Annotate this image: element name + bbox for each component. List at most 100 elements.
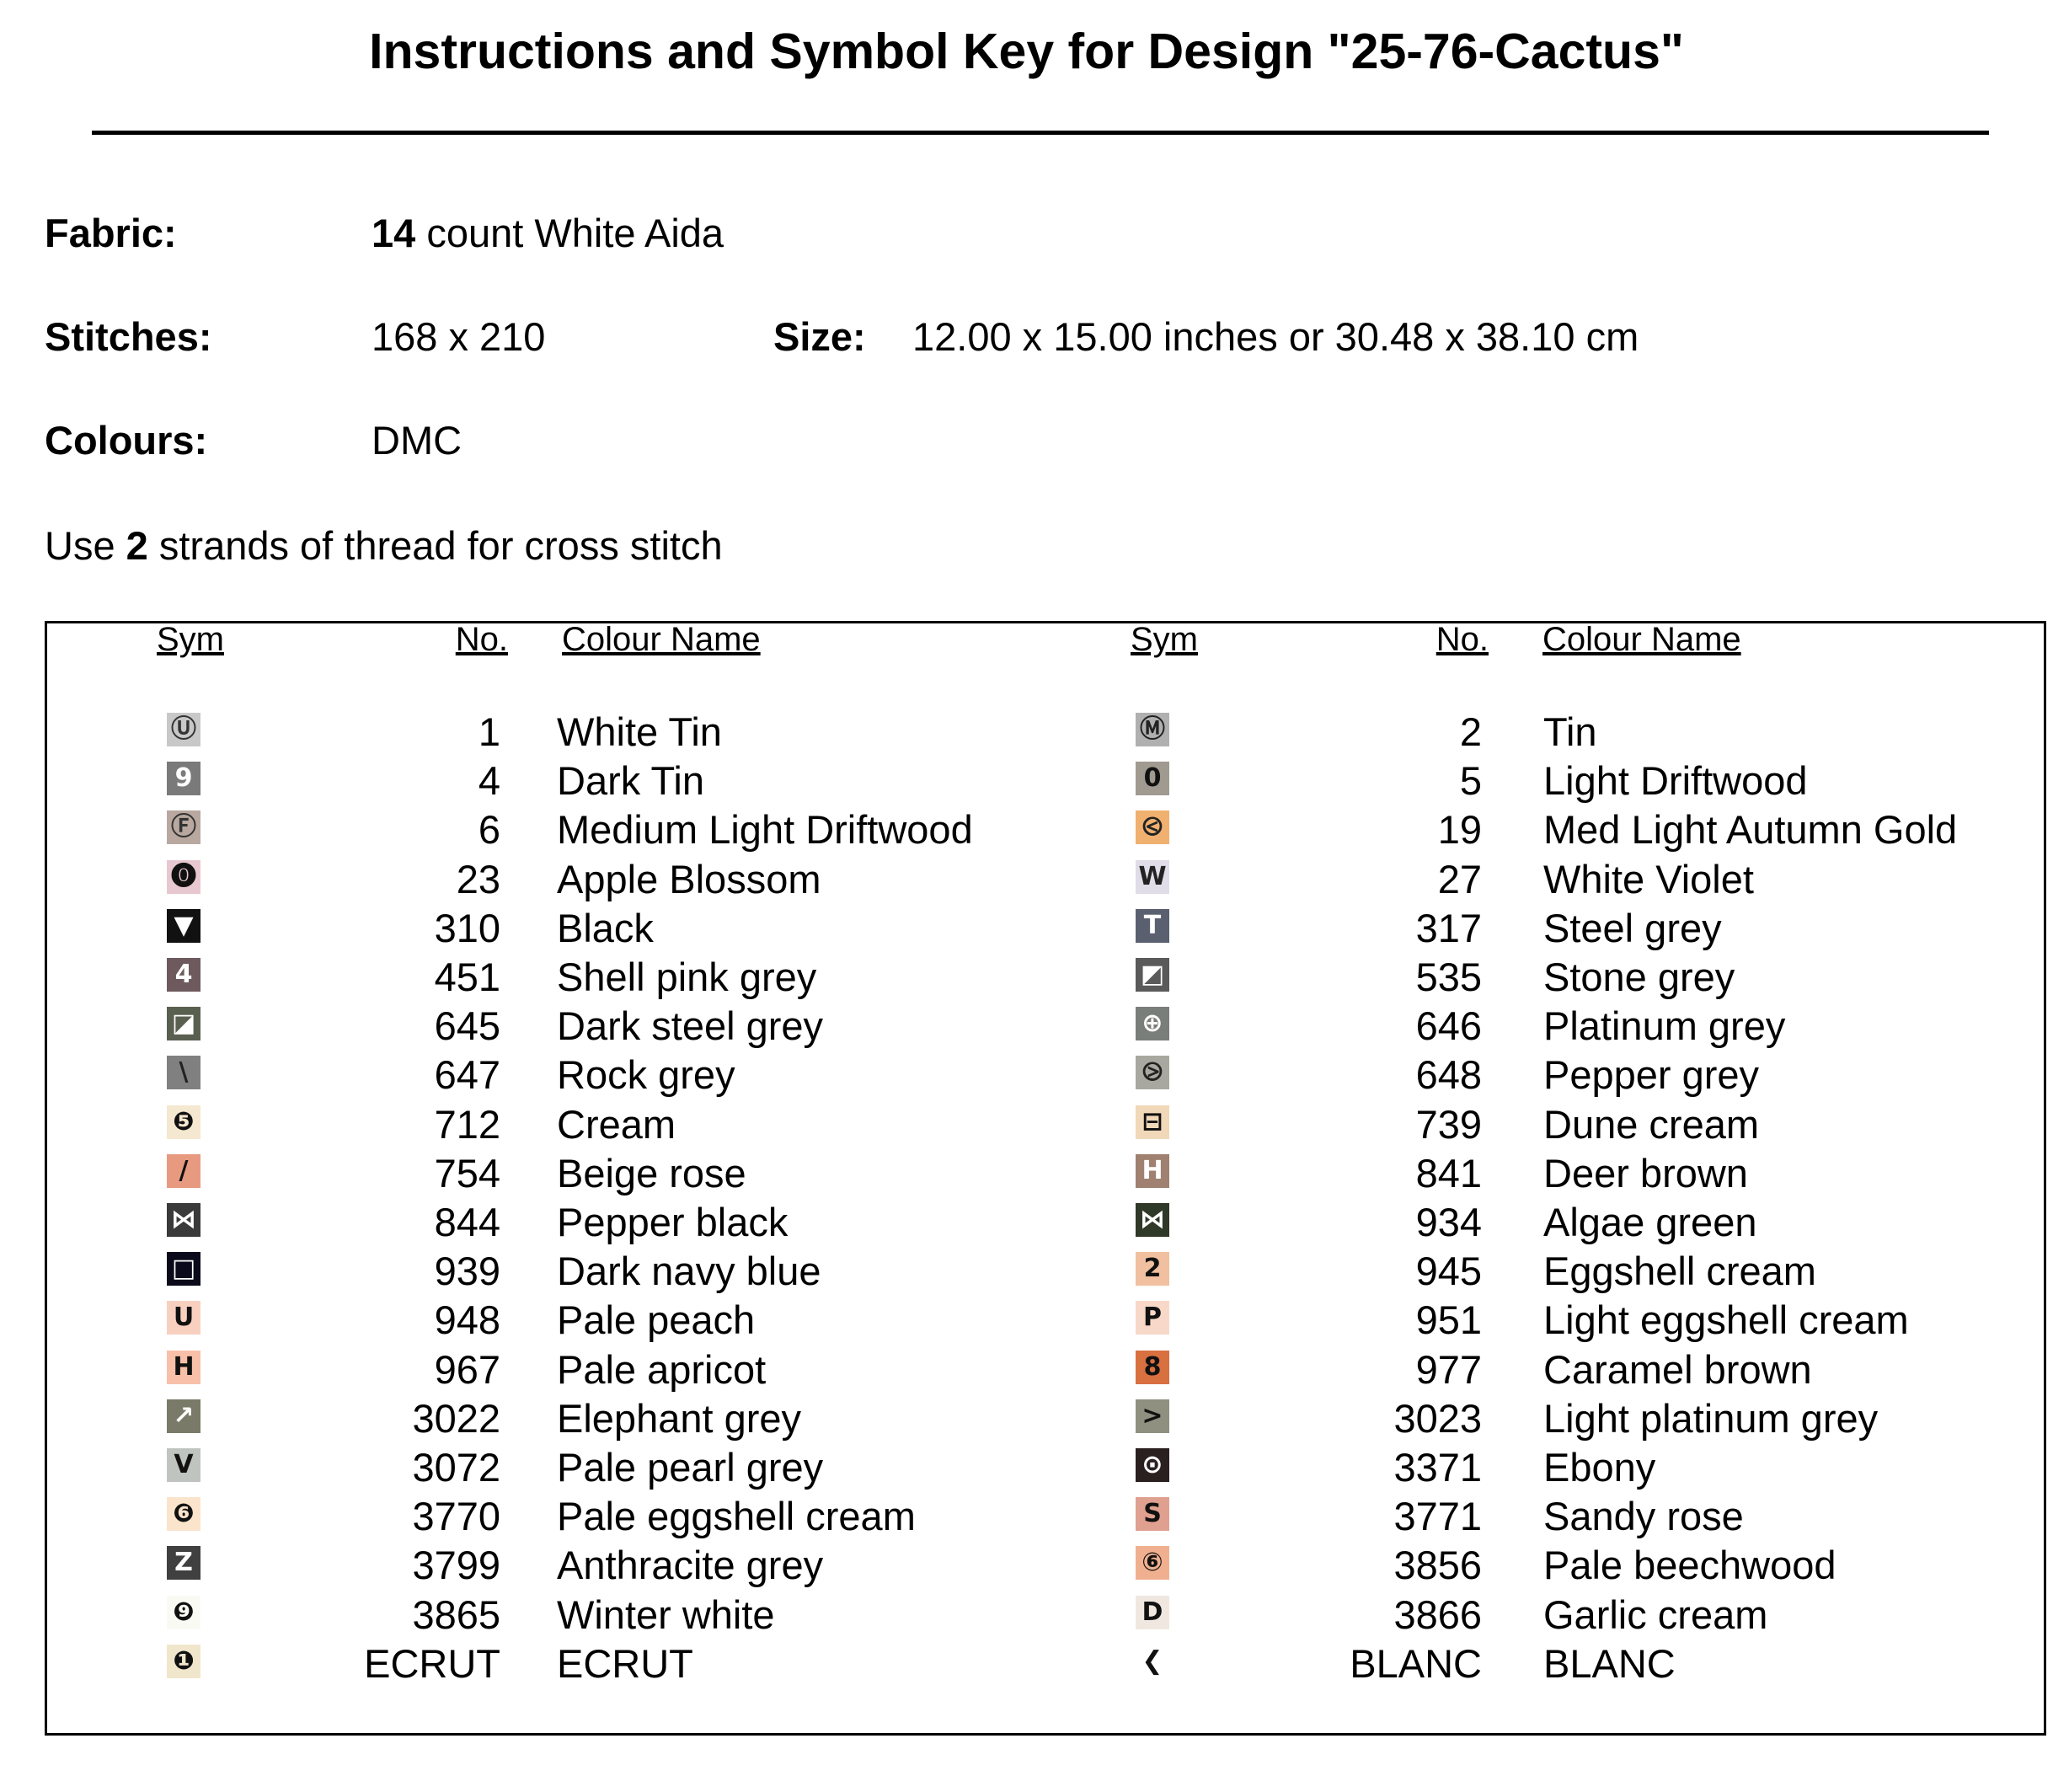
colour-name: BLANC [1543, 1640, 1676, 1686]
colour-name: Stone grey [1543, 955, 1735, 999]
colour-number: 451 [434, 955, 500, 999]
fabric-label: Fabric: [45, 211, 177, 255]
colour-number: 3771 [1393, 1494, 1482, 1539]
symbol: ⋈ [1136, 1203, 1169, 1237]
colour-number: 939 [434, 1249, 500, 1294]
symbol: ▼ [167, 908, 200, 943]
colour-number: 3022 [412, 1395, 500, 1441]
colour-number: 3866 [1393, 1591, 1482, 1637]
symbol: Ⓜ [1136, 713, 1169, 746]
colour-number: 977 [1415, 1346, 1482, 1392]
colour-name: Dune cream [1543, 1101, 1759, 1147]
symbol: H [167, 1350, 200, 1384]
colour-number: 3770 [412, 1494, 500, 1539]
colour-number: 3856 [1393, 1543, 1482, 1588]
header-no: No. [1435, 621, 1489, 658]
colour-number: 317 [1415, 905, 1482, 950]
symbol: 0 [1136, 762, 1169, 796]
colour-number: 1 [478, 709, 500, 754]
colour-number: 3023 [1393, 1395, 1482, 1441]
symbol: Ⓕ [167, 810, 200, 845]
colour-name: Pale beechwood [1543, 1543, 1836, 1588]
colour-name: Dark navy blue [557, 1249, 821, 1294]
colour-name: Winter white [557, 1591, 775, 1637]
colour-name: Ebony [1543, 1445, 1656, 1490]
colour-name: Black [557, 905, 654, 950]
symbol: ⊙ [1136, 1448, 1169, 1482]
colour-number: BLANC [1350, 1640, 1482, 1686]
title: Instructions and Symbol Key for Design "… [369, 24, 1684, 79]
instruction-strands: 2 [126, 523, 148, 568]
colour-name: Med Light Autumn Gold [1543, 807, 1958, 853]
colour-name: Dark steel grey [557, 1003, 824, 1049]
symbol: ❻ [167, 1497, 200, 1532]
symbol: V [167, 1448, 200, 1482]
colour-number: 967 [434, 1346, 500, 1392]
symbol: \ [167, 1056, 200, 1090]
colour-name: Garlic cream [1543, 1591, 1768, 1637]
colour-name: Dark Tin [557, 758, 704, 804]
symbol: Z [167, 1546, 200, 1581]
header-name: Colour Name [1542, 621, 1741, 658]
colour-name: Pepper black [557, 1200, 789, 1244]
header-sym: Sym [157, 621, 224, 658]
symbol: D [1136, 1595, 1169, 1629]
colour-number: 841 [1415, 1150, 1482, 1196]
colour-name: Pepper grey [1543, 1052, 1760, 1098]
colour-name: Elephant grey [557, 1395, 802, 1441]
colour-name: Pale eggshell cream [557, 1494, 916, 1539]
size-value: 12.00 x 15.00 inches or 30.48 x 38.10 cm [912, 314, 1639, 359]
symbol: ⓿ [167, 859, 200, 894]
colour-name: Pale peach [557, 1297, 756, 1343]
fabric-value: 14 count White Aida [372, 213, 724, 253]
colour-number: 647 [434, 1052, 500, 1098]
symbol: ⧁ [1136, 1056, 1169, 1090]
colour-name: Light eggshell cream [1543, 1297, 1909, 1343]
fabric-count: 14 [372, 211, 416, 255]
colour-number: ECRUT [364, 1640, 500, 1686]
colour-name: Pale pearl grey [557, 1445, 824, 1490]
symbol: T [1136, 908, 1169, 943]
symbol: ⊕ [1136, 1007, 1169, 1041]
colour-number: 6 [478, 807, 500, 853]
colour-name: White Violet [1543, 856, 1754, 901]
colour-number: 535 [1415, 955, 1482, 999]
colour-number: 5 [1459, 758, 1482, 804]
colour-number: 2 [1459, 709, 1482, 754]
colour-number: 3799 [412, 1543, 500, 1588]
colour-number: 844 [434, 1200, 500, 1244]
colour-name: Medium Light Driftwood [557, 807, 973, 853]
colour-number: 739 [1415, 1101, 1482, 1147]
header-sym: Sym [1131, 621, 1198, 658]
colour-number: 4 [478, 758, 500, 804]
symbol: Ⓤ [167, 713, 200, 746]
colour-number: 648 [1415, 1052, 1482, 1098]
colour-number: 948 [434, 1297, 500, 1343]
instruction-post: strands of thread for cross stitch [158, 523, 723, 568]
colour-number: 646 [1415, 1003, 1482, 1049]
colour-number: 19 [1437, 807, 1482, 853]
colour-number: 27 [1437, 856, 1482, 901]
symbol: ❾ [167, 1595, 200, 1629]
colour-number: 23 [456, 856, 500, 901]
symbol: ⊟ [1136, 1105, 1169, 1139]
symbol: 9 [167, 762, 200, 796]
symbol: P [1136, 1301, 1169, 1335]
colour-name: White Tin [557, 709, 722, 754]
colour-number: 310 [434, 905, 500, 950]
colour-number: 645 [434, 1003, 500, 1049]
colour-name: ECRUT [557, 1640, 693, 1686]
colour-name: Algae green [1543, 1200, 1757, 1244]
colour-number: 945 [1415, 1249, 1482, 1294]
colour-number: 712 [434, 1101, 500, 1147]
symbol: 2 [1136, 1252, 1169, 1286]
symbol: H [1136, 1153, 1169, 1188]
colour-name: Apple Blossom [557, 856, 821, 901]
rule [92, 131, 1989, 135]
symbol: U [167, 1301, 200, 1335]
symbol: ❶ [167, 1644, 200, 1678]
symbol: > [1136, 1399, 1169, 1433]
symbol: 8 [1136, 1350, 1169, 1384]
colour-name: Tin [1543, 709, 1597, 754]
